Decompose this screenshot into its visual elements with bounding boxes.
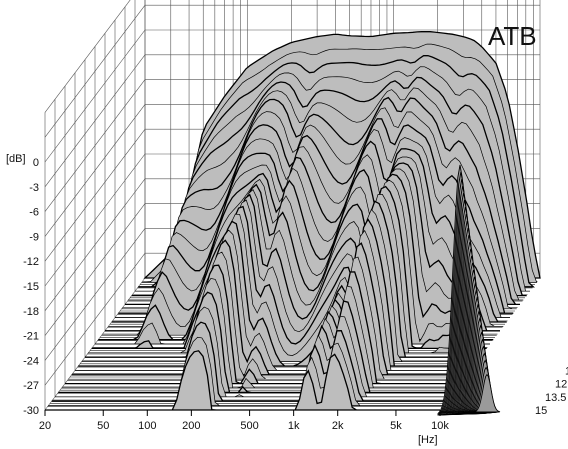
waterfall-slices bbox=[45, 31, 541, 411]
axis-ticks: 20 50 100 200 500 1k 2k 5k 10k 0 -3 -6 -9 -12 -15 -18 -2… bbox=[23, 157, 568, 432]
x-tick-label: 100 bbox=[138, 420, 156, 432]
x-tick-label: 2k bbox=[332, 420, 344, 432]
y-tick-label: -12 bbox=[23, 256, 39, 268]
z-tick-label: 13.5 bbox=[545, 392, 566, 404]
x-tick-label: 1k bbox=[288, 420, 300, 432]
x-tick-label: 50 bbox=[97, 420, 109, 432]
peak-slice bbox=[473, 373, 501, 413]
y-tick-label: -27 bbox=[23, 380, 39, 392]
y-tick-label: -9 bbox=[29, 231, 39, 243]
y-tick-label: 0 bbox=[33, 157, 39, 169]
y-tick-label: -6 bbox=[29, 207, 39, 219]
y-tick-label: -15 bbox=[23, 281, 39, 293]
y-tick-label: -24 bbox=[23, 355, 39, 367]
x-tick-label: 500 bbox=[240, 420, 258, 432]
x-tick-label: 10k bbox=[431, 420, 449, 432]
y-tick-label: -30 bbox=[23, 405, 39, 417]
z-tick-label: 10.5 bbox=[565, 365, 568, 377]
x-axis-unit: [Hz] bbox=[418, 434, 438, 446]
waterfall-slice bbox=[45, 350, 440, 411]
z-tick-label: 12 bbox=[555, 379, 567, 391]
y-tick-label: -18 bbox=[23, 306, 39, 318]
brand-label: ATB bbox=[488, 21, 537, 51]
y-tick-label: -3 bbox=[29, 182, 39, 194]
x-tick-label: 20 bbox=[39, 420, 51, 432]
x-tick-label: 200 bbox=[182, 420, 200, 432]
high-frequency-peak bbox=[437, 164, 501, 416]
y-axis-unit: [dB] bbox=[6, 153, 26, 165]
y-tick-label: -21 bbox=[23, 331, 39, 343]
x-tick-label: 5k bbox=[390, 420, 402, 432]
z-tick-label: 15 bbox=[535, 405, 547, 417]
